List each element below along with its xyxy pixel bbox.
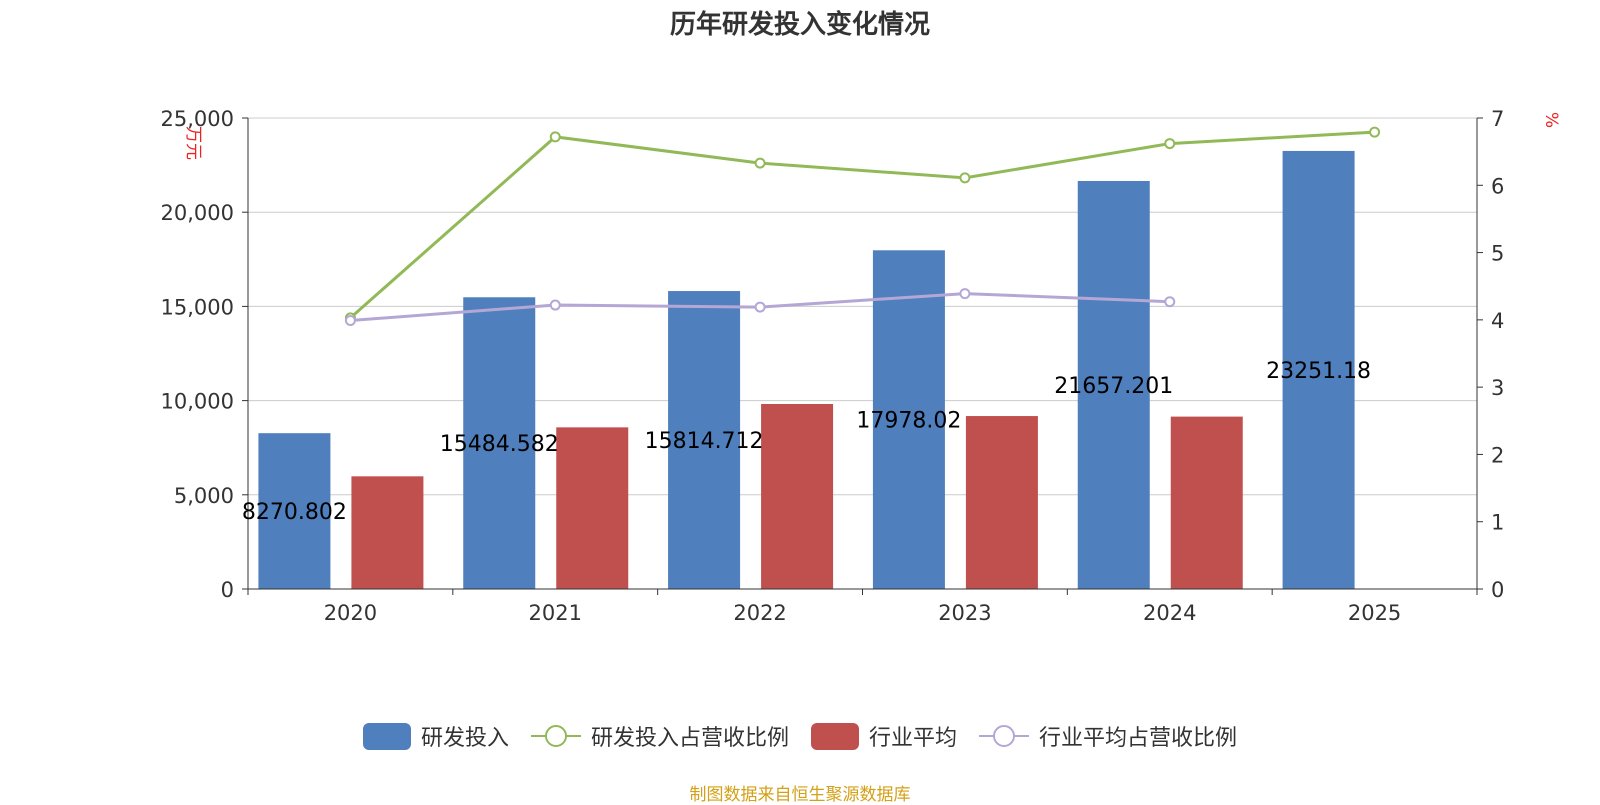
legend-label-rd-ratio: 研发投入占营收比例 [590, 726, 789, 751]
legend-label-rd-investment: 研发投入 [420, 726, 509, 751]
right-axis-tick-label: 3 [1491, 376, 1504, 400]
point-rd-ratio [549, 131, 561, 143]
bar-rd-investment [1077, 180, 1150, 589]
legend-swatch-industry-average [811, 722, 859, 750]
bars [258, 150, 1355, 590]
x-axis-tick-label: 2023 [938, 601, 991, 625]
right-axis-tick-label: 6 [1491, 174, 1504, 198]
legend-swatch-rd-investment [362, 722, 411, 750]
bar-rd-investment [463, 297, 536, 589]
bar-industry-average [351, 476, 424, 589]
gridlines [248, 117, 1477, 496]
bar-data-label: 23251.18 [1266, 359, 1371, 384]
bar-data-label: 17978.02 [856, 409, 961, 434]
point-industry-ratio [549, 299, 561, 311]
point-rd-ratio [1369, 126, 1381, 138]
lines [344, 126, 1381, 327]
right-axis-tick-label: 0 [1491, 578, 1504, 602]
bar-industry-average [1170, 416, 1243, 589]
bar-rd-investment [872, 250, 945, 589]
left-axis-tick-label: 5,000 [174, 484, 234, 508]
right-axis-unit: % [1541, 112, 1561, 128]
bar-rd-investment [1282, 150, 1355, 590]
legend-item-rd-investment[interactable]: 研发投入 [362, 720, 509, 752]
left-axis-tick-label: 15,000 [161, 295, 234, 319]
bar-rd-investment [668, 291, 741, 589]
point-rd-ratio [1164, 138, 1176, 150]
legend-label-industry-ratio: 行业平均占营收比例 [1039, 726, 1238, 751]
legend-item-rd-ratio[interactable]: 研发投入占营收比例 [530, 720, 789, 752]
bar-industry-average [761, 403, 834, 589]
right-axis-tick-label: 1 [1491, 511, 1504, 535]
legend-swatch-industry-ratio [979, 725, 1030, 747]
left-axis-tick-label: 0 [221, 578, 234, 602]
left-axis-unit: 万元 [183, 126, 203, 160]
legend-item-industry-ratio[interactable]: 行业平均占营收比例 [979, 720, 1237, 752]
bar-industry-average [556, 427, 629, 589]
x-axis-tick-label: 2020 [324, 601, 377, 625]
axes: 0 5,000 10,000 15,000 20,000 25,000 0 1 2 3 4 5 6 7 万元… [161, 107, 1561, 625]
x-axis-tick-label: 2024 [1143, 601, 1196, 625]
left-axis-tick-label: 25,000 [161, 107, 234, 131]
bar-data-label: 8270.802 [242, 500, 347, 525]
legend-label-industry-average: 行业平均 [869, 726, 958, 751]
bar-rd-investment [258, 433, 331, 589]
point-industry-ratio [344, 315, 356, 327]
point-industry-ratio [1164, 296, 1176, 308]
x-axis-tick-label: 2022 [733, 601, 786, 625]
point-industry-ratio [754, 301, 766, 313]
legend-swatch-rd-ratio [530, 725, 581, 747]
bar-data-label: 15484.582 [440, 432, 559, 457]
source-note: 制图数据来自恒生聚源数据库 [689, 785, 911, 805]
point-rd-ratio [959, 172, 971, 184]
line-rd-ratio [349, 130, 1375, 319]
left-axis-tick-label: 10,000 [161, 390, 234, 414]
chart-title: 历年研发投入变化情况 [669, 10, 930, 40]
right-axis-tick-label: 5 [1491, 242, 1504, 266]
legend: 研发投入 研发投入占营收比例 行业平均 行业平均占营收比例 [0, 718, 1600, 754]
right-axis-tick-label: 4 [1491, 309, 1504, 333]
point-industry-ratio [959, 288, 971, 300]
bar-data-label: 21657.201 [1054, 374, 1173, 399]
data-labels: 8270.802 15484.582 15814.712 17978.02 21657.… [242, 359, 1371, 525]
right-axis-tick-label: 2 [1491, 443, 1504, 467]
point-rd-ratio [754, 157, 766, 169]
legend-item-industry-average[interactable]: 行业平均 [811, 720, 957, 752]
left-axis-tick-label: 20,000 [161, 201, 234, 225]
x-axis-tick-label: 2025 [1348, 601, 1401, 625]
right-axis-tick-label: 7 [1491, 107, 1504, 131]
x-axis-tick-label: 2021 [529, 601, 582, 625]
bar-industry-average [965, 416, 1038, 589]
bar-data-label: 15814.712 [645, 429, 764, 454]
